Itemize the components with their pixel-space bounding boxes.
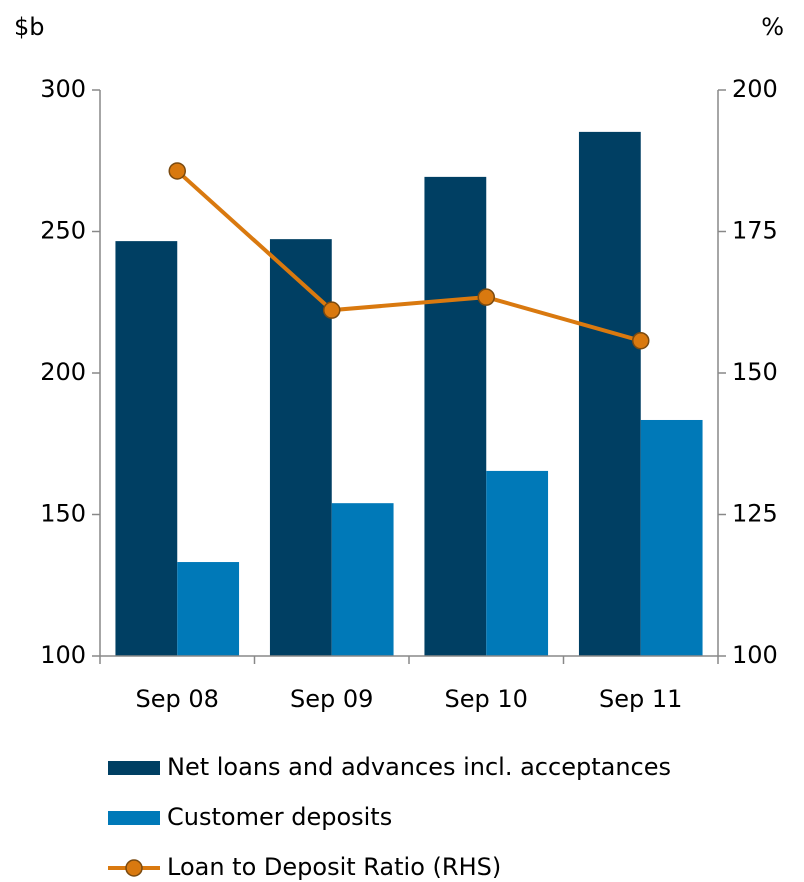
- y2-tick-label: 100: [732, 641, 778, 669]
- legend-swatch: [108, 811, 160, 825]
- legend-label: Customer deposits: [167, 803, 392, 831]
- bar: [578, 131, 641, 656]
- legend-marker: [125, 859, 143, 877]
- y2-tick-label: 150: [732, 358, 778, 386]
- y-axis-label: $b: [14, 13, 45, 41]
- line: [175, 169, 642, 343]
- line-marker: [168, 162, 186, 180]
- bar: [486, 470, 549, 656]
- y2-axis-label: %: [761, 13, 784, 41]
- y2-tick-label: 200: [732, 75, 778, 103]
- y-tick-label: 150: [40, 500, 86, 528]
- y-tick-label: 300: [40, 75, 86, 103]
- bar: [115, 241, 178, 656]
- x-tick-label: Sep 08: [136, 685, 219, 713]
- bar: [269, 239, 332, 657]
- x-tick-label: Sep 11: [599, 685, 682, 713]
- y-tick-label: 250: [40, 217, 86, 245]
- bar: [424, 176, 487, 657]
- y2-tick-label: 175: [732, 217, 778, 245]
- legend-swatch: [108, 761, 160, 775]
- y2-tick-label: 125: [732, 500, 778, 528]
- x-tick-label: Sep 10: [445, 685, 528, 713]
- line-marker: [323, 301, 341, 319]
- legend-label: Net loans and advances incl. acceptances: [167, 753, 671, 781]
- legend-label: Loan to Deposit Ratio (RHS): [167, 853, 501, 881]
- y-tick-label: 200: [40, 358, 86, 386]
- y-tick-label: 100: [40, 641, 86, 669]
- line-marker: [632, 331, 650, 350]
- bar: [640, 419, 703, 656]
- bar: [331, 503, 394, 656]
- x-tick-label: Sep 09: [290, 685, 373, 713]
- line-marker: [477, 288, 495, 306]
- bar: [177, 562, 240, 656]
